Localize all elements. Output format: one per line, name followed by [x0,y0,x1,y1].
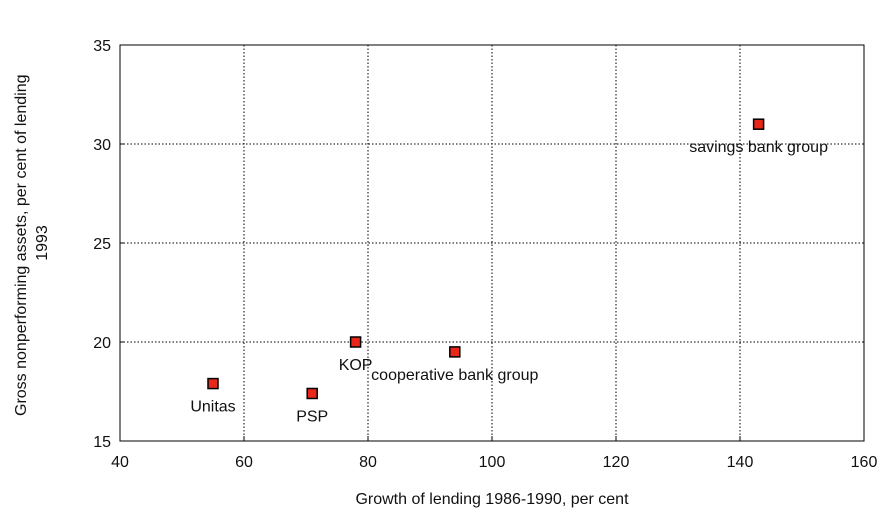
y-tick-label: 20 [93,335,111,352]
x-tick-label: 60 [235,454,253,471]
grid-layer [120,45,864,441]
data-point-label: savings bank group [689,139,828,156]
x-axis-title: Growth of lending 1986-1990, per cent [355,491,629,508]
y-axis-title-line-2: 1993 [34,225,51,261]
data-point [349,336,362,348]
y-tick-label: 35 [93,38,111,55]
data-point-label: cooperative bank group [371,367,538,384]
y-tick-label: 15 [93,434,111,451]
x-tick-label: 100 [479,454,506,471]
x-tick-label: 80 [359,454,377,471]
data-point [752,118,765,130]
data-point [207,377,219,390]
x-tick-label: 160 [851,454,878,471]
data-point-label: KOP [339,357,373,374]
y-axis-title-line-1: Gross nonperforming assets, per cent of … [13,74,30,416]
tick-layer: 40 60 80 100 120 140 160 15 20 25 30 35 [93,38,877,471]
data-point [306,387,318,400]
x-tick-label: 120 [603,454,630,471]
x-tick-label: 40 [111,454,129,471]
y-axis-title: Gross nonperforming assets, per cent of … [13,70,51,416]
data-point-label: PSP [296,408,328,425]
data-point [449,346,461,358]
y-tick-label: 25 [93,236,111,253]
y-tick-label: 30 [93,137,111,154]
x-tick-label: 140 [727,454,754,471]
data-point-label: Unitas [190,399,235,416]
